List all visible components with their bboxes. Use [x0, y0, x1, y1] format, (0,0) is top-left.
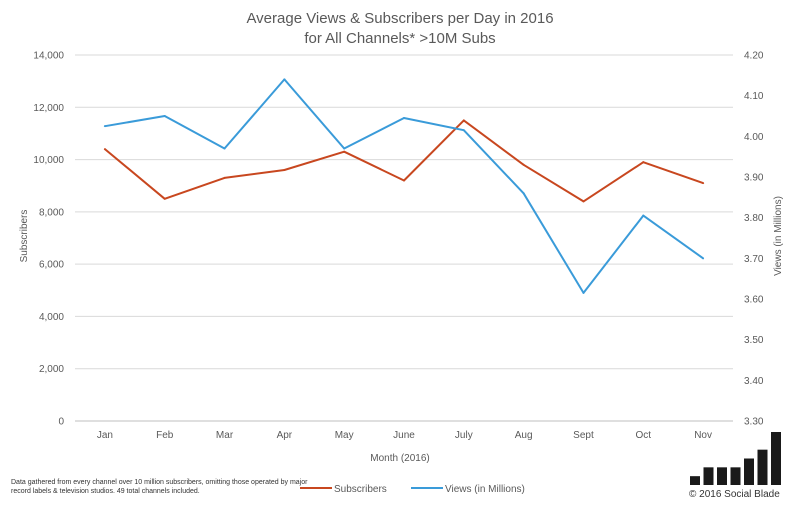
left-tick-label: 6,000: [39, 260, 64, 271]
right-tick-label: 4.20: [744, 51, 764, 62]
left-tick-label: 2,000: [39, 364, 64, 375]
data-point-subscribers: [522, 163, 525, 166]
x-tick-label: July: [455, 430, 473, 441]
left-axis-ticks: 0 2,000 4,000 6,000 8,000 10,000 12,000 14,000: [33, 51, 64, 428]
footnote: Data gathered from every channel over 10…: [11, 479, 308, 495]
data-point-subscribers: [343, 150, 346, 153]
gridlines: [75, 54, 733, 422]
logo-bar: [757, 449, 768, 485]
left-axis-title: Subscribers: [19, 210, 30, 263]
data-point-views: [642, 214, 645, 217]
legend-label-views: Views (in Millions): [445, 484, 525, 495]
chart-title-line-1: Average Views & Subscribers per Day in 2…: [246, 10, 553, 27]
data-point-views: [223, 147, 226, 150]
x-tick-label: Aug: [515, 430, 533, 441]
right-tick-label: 4.00: [744, 132, 764, 143]
logo-bar: [703, 467, 714, 485]
x-tick-label: Feb: [156, 430, 174, 441]
right-tick-label: 4.10: [744, 91, 764, 102]
x-tick-label: Sept: [573, 430, 594, 441]
chart-title: Average Views & Subscribers per Day in 2…: [246, 10, 553, 47]
x-tick-label: May: [335, 430, 354, 441]
chart-title-line-2: for All Channels* >10M Subs: [304, 30, 495, 47]
x-tick-label: Nov: [694, 430, 712, 441]
right-tick-label: 3.80: [744, 213, 764, 224]
data-point-subscribers: [462, 119, 465, 122]
left-tick-label: 8,000: [39, 207, 64, 218]
data-point-views: [702, 257, 705, 260]
legend: Subscribers Views (in Millions): [300, 484, 525, 495]
logo-bar: [744, 458, 754, 485]
legend-label-subscribers: Subscribers: [334, 484, 387, 495]
x-tick-label: Jan: [97, 430, 113, 441]
right-tick-label: 3.50: [744, 335, 764, 346]
right-tick-label: 3.30: [744, 417, 764, 428]
x-tick-label: Mar: [216, 430, 234, 441]
data-point-views: [462, 129, 465, 132]
right-tick-label: 3.40: [744, 376, 764, 387]
data-point-subscribers: [403, 179, 405, 182]
data-point-views: [283, 78, 286, 81]
x-tick-label: June: [393, 430, 415, 441]
data-point-subscribers: [163, 197, 166, 200]
right-axis-title: Views (in Millions): [773, 196, 784, 276]
right-tick-label: 3.70: [744, 254, 764, 265]
data-point-subscribers: [582, 200, 585, 203]
data-point-views: [343, 147, 346, 150]
right-tick-label: 3.90: [744, 173, 764, 184]
right-tick-label: 3.60: [744, 295, 764, 306]
logo-bar: [690, 476, 700, 485]
logo-bar: [771, 432, 781, 485]
data-point-views: [522, 192, 525, 195]
social-blade-logo: [690, 432, 781, 485]
data-point-subscribers: [702, 182, 705, 185]
data-point-subscribers: [283, 169, 286, 172]
data-point-views: [103, 125, 106, 128]
left-tick-label: 4,000: [39, 312, 64, 323]
x-tick-label: Apr: [277, 430, 293, 441]
data-point-subscribers: [223, 176, 226, 179]
right-axis-ticks: 3.30 3.40 3.50 3.60 3.70 3.80 3.90 4.00 4.10 4.20: [744, 51, 764, 428]
data-point-subscribers: [642, 161, 645, 164]
logo-bar: [717, 467, 727, 485]
left-tick-label: 10,000: [33, 155, 64, 166]
data-point-views: [403, 117, 405, 120]
series-line-views: [104, 78, 704, 294]
series-lines: [103, 78, 705, 294]
x-axis-title: Month (2016): [370, 453, 429, 464]
data-point-subscribers: [103, 148, 106, 151]
copyright-text: © 2016 Social Blade: [689, 489, 780, 500]
data-point-views: [582, 291, 585, 294]
data-point-views: [163, 115, 166, 117]
logo-bar: [730, 467, 741, 485]
x-axis-ticks: Jan Feb Mar Apr May June July Aug Sept Oct Nov: [97, 430, 712, 441]
left-tick-label: 0: [58, 417, 64, 428]
left-tick-label: 14,000: [33, 51, 64, 62]
x-tick-label: Oct: [635, 430, 651, 441]
left-tick-label: 12,000: [33, 103, 64, 114]
